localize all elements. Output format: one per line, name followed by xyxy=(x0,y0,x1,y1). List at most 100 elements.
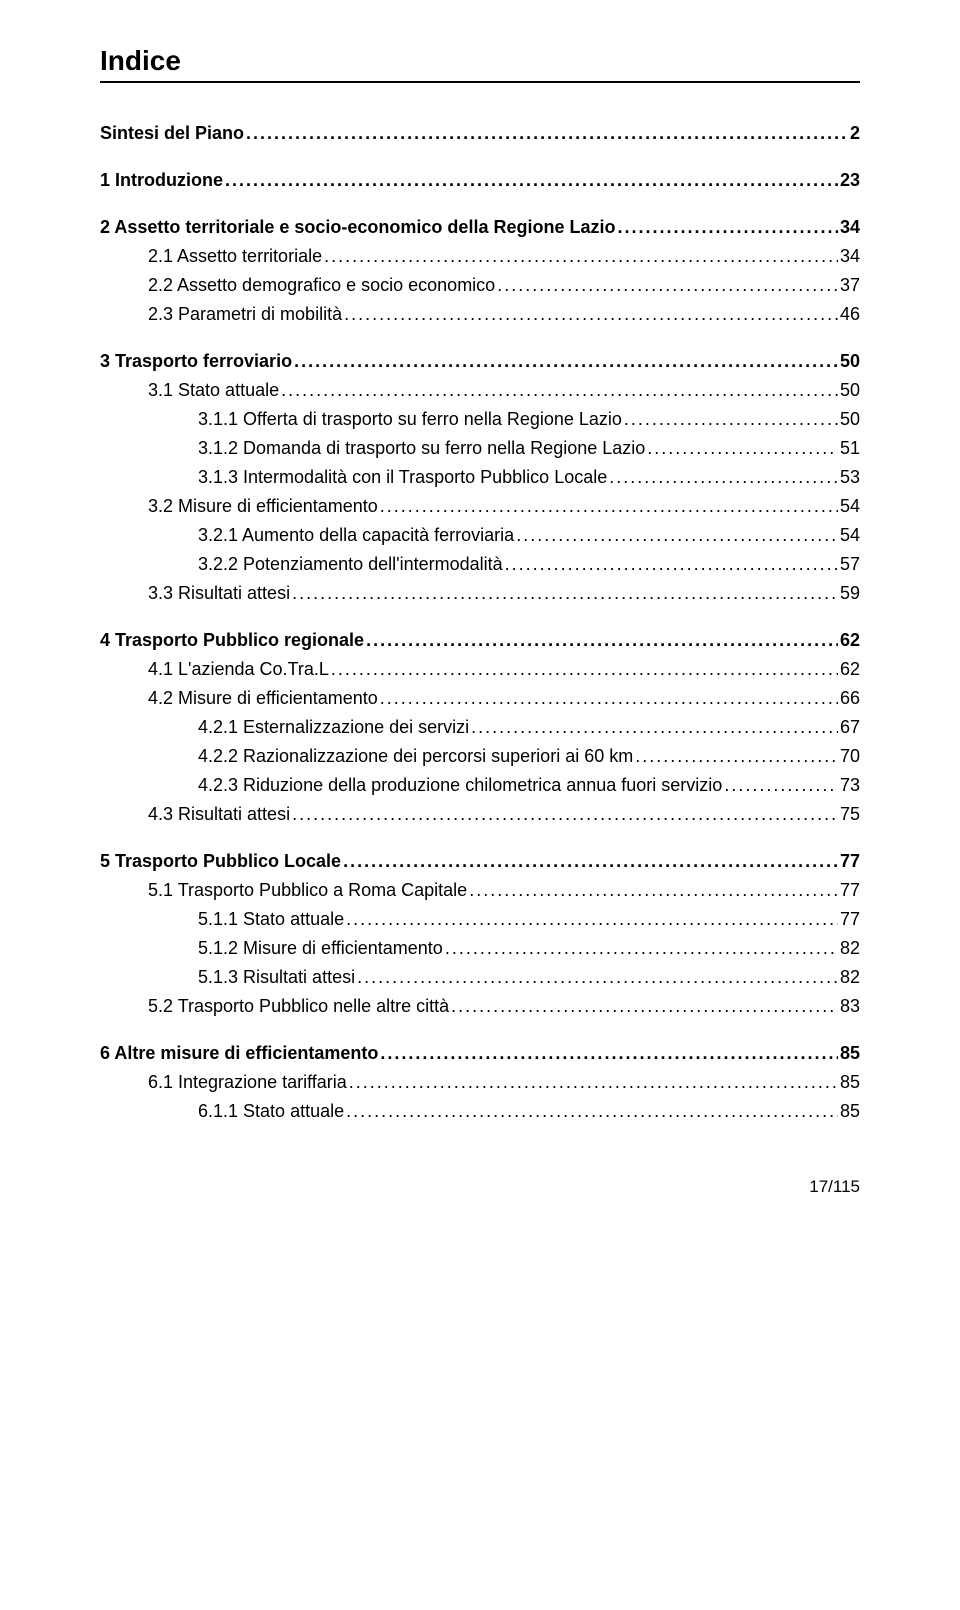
toc-entry-page: 85 xyxy=(840,1043,860,1064)
toc-leader-dots xyxy=(471,717,838,738)
toc-leader-dots xyxy=(380,496,838,517)
toc-entry: 5.1.3 Risultati attesi 82 xyxy=(198,967,860,988)
entry-gap xyxy=(100,930,860,938)
toc-entry-page: 51 xyxy=(840,438,860,459)
entry-gap xyxy=(100,488,860,496)
toc-entry: 3.3 Risultati attesi 59 xyxy=(148,583,860,604)
entry-gap xyxy=(100,401,860,409)
toc-entry: 4 Trasporto Pubblico regionale 62 xyxy=(100,630,860,651)
toc-entry-page: 66 xyxy=(840,688,860,709)
toc-leader-dots xyxy=(516,525,838,546)
toc-entry-label: 3.2 Misure di efficientamento xyxy=(148,496,378,517)
toc-entry-page: 23 xyxy=(840,170,860,191)
toc-leader-dots xyxy=(724,775,838,796)
toc-entry-label: 2.3 Parametri di mobilità xyxy=(148,304,342,325)
toc-leader-dots xyxy=(380,1043,838,1064)
toc-entry-page: 50 xyxy=(840,380,860,401)
toc-leader-dots xyxy=(346,1101,838,1122)
entry-gap xyxy=(100,1093,860,1101)
toc-entry: 6.1.1 Stato attuale 85 xyxy=(198,1101,860,1122)
toc-entry-label: 6.1 Integrazione tariffaria xyxy=(148,1072,347,1093)
toc-entry-page: 54 xyxy=(840,496,860,517)
entry-gap xyxy=(100,459,860,467)
entry-gap xyxy=(100,1064,860,1072)
toc-entry-page: 57 xyxy=(840,554,860,575)
toc-entry-label: 5.1.2 Misure di efficientamento xyxy=(198,938,443,959)
toc-entry-label: 2.2 Assetto demografico e socio economic… xyxy=(148,275,495,296)
section-gap xyxy=(100,604,860,630)
toc-entry-page: 70 xyxy=(840,746,860,767)
toc-entry-label: 1 Introduzione xyxy=(100,170,223,191)
toc-leader-dots xyxy=(344,304,838,325)
toc-entry-label: 2 Assetto territoriale e socio-economico… xyxy=(100,217,615,238)
toc-leader-dots xyxy=(366,630,838,651)
toc-entry: 4.2 Misure di efficientamento 66 xyxy=(148,688,860,709)
toc-entry-page: 77 xyxy=(840,909,860,930)
toc-entry-label: 4.2.3 Riduzione della produzione chilome… xyxy=(198,775,722,796)
toc-entry: 3.2 Misure di efficientamento 54 xyxy=(148,496,860,517)
toc-entry-label: 3.1.3 Intermodalità con il Trasporto Pub… xyxy=(198,467,607,488)
toc-entry-page: 2 xyxy=(850,123,860,144)
toc-entry-page: 34 xyxy=(840,246,860,267)
entry-gap xyxy=(100,238,860,246)
toc-entry-page: 54 xyxy=(840,525,860,546)
toc-entry: Sintesi del Piano 2 xyxy=(100,123,860,144)
toc-entry-page: 82 xyxy=(840,938,860,959)
toc-entry-page: 46 xyxy=(840,304,860,325)
toc-entry: 2 Assetto territoriale e socio-economico… xyxy=(100,217,860,238)
toc-entry: 2.3 Parametri di mobilità 46 xyxy=(148,304,860,325)
toc-entry-page: 53 xyxy=(840,467,860,488)
toc-entry-label: 4.1 L'azienda Co.Tra.L xyxy=(148,659,329,680)
toc-entry: 3.1.3 Intermodalità con il Trasporto Pub… xyxy=(198,467,860,488)
toc-entry-label: 5.1.1 Stato attuale xyxy=(198,909,344,930)
toc-leader-dots xyxy=(505,554,838,575)
toc-entry: 3.1.1 Offerta di trasporto su ferro nell… xyxy=(198,409,860,430)
entry-gap xyxy=(100,267,860,275)
toc-entry-label: 5 Trasporto Pubblico Locale xyxy=(100,851,341,872)
entry-gap xyxy=(100,767,860,775)
toc-leader-dots xyxy=(469,880,838,901)
toc-entry: 5 Trasporto Pubblico Locale 77 xyxy=(100,851,860,872)
toc-leader-dots xyxy=(294,351,838,372)
toc-entry: 4.2.1 Esternalizzazione dei servizi 67 xyxy=(198,717,860,738)
toc-leader-dots xyxy=(451,996,838,1017)
toc-entry-page: 34 xyxy=(840,217,860,238)
page-footer: 17/115 xyxy=(100,1177,860,1197)
toc-entry-page: 82 xyxy=(840,967,860,988)
toc-leader-dots xyxy=(292,804,838,825)
entry-gap xyxy=(100,709,860,717)
toc-leader-dots xyxy=(617,217,838,238)
toc-leader-dots xyxy=(346,909,838,930)
toc-entry-label: 5.1.3 Risultati attesi xyxy=(198,967,355,988)
toc-entry-label: 3.1.1 Offerta di trasporto su ferro nell… xyxy=(198,409,622,430)
toc-entry-page: 77 xyxy=(840,851,860,872)
toc-entry: 6.1 Integrazione tariffaria 85 xyxy=(148,1072,860,1093)
toc-entry-label: 2.1 Assetto territoriale xyxy=(148,246,322,267)
toc-leader-dots xyxy=(609,467,838,488)
toc-leader-dots xyxy=(635,746,838,767)
toc-leader-dots xyxy=(292,583,838,604)
section-gap xyxy=(100,191,860,217)
toc-entry-page: 77 xyxy=(840,880,860,901)
toc-entry-label: 4 Trasporto Pubblico regionale xyxy=(100,630,364,651)
entry-gap xyxy=(100,575,860,583)
entry-gap xyxy=(100,738,860,746)
toc-entry-label: 4.2.2 Razionalizzazione dei percorsi sup… xyxy=(198,746,633,767)
toc-entry: 5.1.1 Stato attuale 77 xyxy=(198,909,860,930)
toc-entry: 4.2.3 Riduzione della produzione chilome… xyxy=(198,775,860,796)
toc-entry-page: 50 xyxy=(840,409,860,430)
toc-entry-label: 3.2.1 Aumento della capacità ferroviaria xyxy=(198,525,514,546)
entry-gap xyxy=(100,872,860,880)
toc-leader-dots xyxy=(624,409,838,430)
toc-entry-page: 50 xyxy=(840,351,860,372)
toc-entry-page: 85 xyxy=(840,1072,860,1093)
section-gap xyxy=(100,1017,860,1043)
toc-entry-page: 37 xyxy=(840,275,860,296)
entry-gap xyxy=(100,680,860,688)
entry-gap xyxy=(100,517,860,525)
section-gap xyxy=(100,144,860,170)
toc-entry: 6 Altre misure di efficientamento 85 xyxy=(100,1043,860,1064)
entry-gap xyxy=(100,959,860,967)
toc-entry-page: 73 xyxy=(840,775,860,796)
toc-entry-label: 5.2 Trasporto Pubblico nelle altre città xyxy=(148,996,449,1017)
